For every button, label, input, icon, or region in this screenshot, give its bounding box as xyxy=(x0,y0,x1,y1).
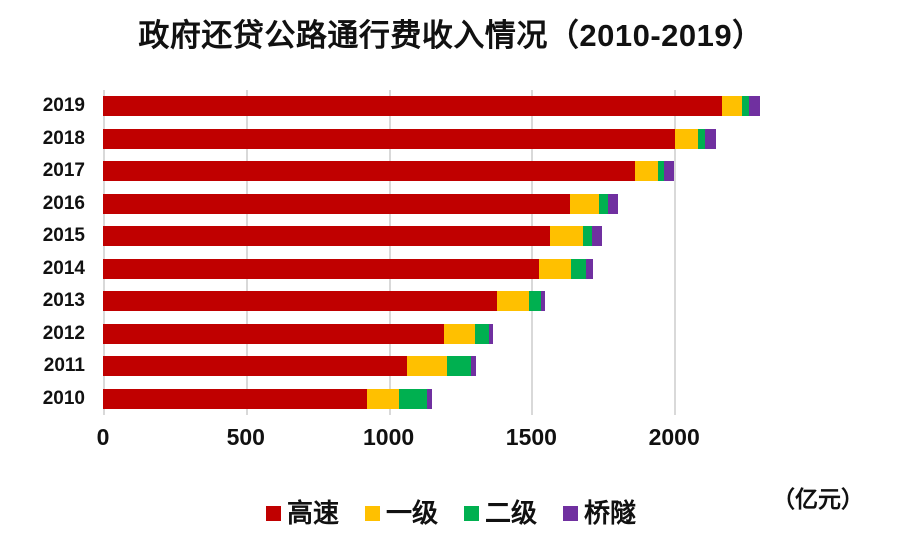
bar-segment-桥隧-2012[interactable] xyxy=(489,323,493,344)
bar-stack-2015[interactable] xyxy=(103,226,602,246)
bar-segment-一级-2010[interactable] xyxy=(366,388,400,409)
bar-row xyxy=(103,318,777,351)
bar-segment-二级-2019[interactable] xyxy=(742,96,749,116)
bar-segment-一级-2014[interactable] xyxy=(539,258,572,279)
bar-segment-桥隧-2017[interactable] xyxy=(663,161,674,181)
legend-label: 桥隧 xyxy=(584,498,637,528)
unit-annotation: （亿元） xyxy=(772,486,864,512)
bar-stack-2013[interactable] xyxy=(103,291,545,311)
legend-item-高速[interactable]: 高速 xyxy=(265,498,339,528)
bar-row xyxy=(103,285,777,318)
legend-item-二级[interactable]: 二级 xyxy=(464,500,537,526)
bar-segment-高速-2011[interactable] xyxy=(103,356,408,376)
bar-row xyxy=(103,350,777,383)
bar-segment-高速-2012[interactable] xyxy=(103,323,445,344)
bar-segment-桥隧-2018[interactable] xyxy=(705,128,716,149)
bar-segment-二级-2011[interactable] xyxy=(447,356,471,376)
bar-segment-桥隧-2010[interactable] xyxy=(426,388,432,409)
bar-stack-2011[interactable] xyxy=(103,356,477,376)
legend-swatch-icon-高速 xyxy=(265,505,281,521)
legend-item-桥隧[interactable]: 桥隧 xyxy=(563,500,636,526)
bar-segment-二级-2010[interactable] xyxy=(399,388,427,409)
legend-item-一级[interactable]: 一级 xyxy=(364,498,438,528)
y-axis-label-2012: 2012 xyxy=(42,322,85,344)
bar-row xyxy=(103,155,777,188)
bar-stack-2018[interactable] xyxy=(103,128,716,149)
bar-segment-一级-2017[interactable] xyxy=(635,161,659,181)
bar-stack-2016[interactable] xyxy=(103,193,619,214)
legend-label: 高速 xyxy=(286,498,339,528)
bar-row xyxy=(103,90,777,123)
bar-segment-高速-2015[interactable] xyxy=(103,226,550,246)
x-axis-label-0: 0 xyxy=(96,424,110,450)
bar-segment-桥隧-2014[interactable] xyxy=(585,258,594,279)
bar-row xyxy=(103,220,777,253)
chart-title: 政府还贷公路通行费收入情况（2010-2019） xyxy=(138,18,764,53)
bar-segment-桥隧-2013[interactable] xyxy=(541,291,545,311)
bar-segment-桥隧-2015[interactable] xyxy=(591,226,602,246)
bar-segment-二级-2013[interactable] xyxy=(529,291,542,311)
bar-segment-高速-2018[interactable] xyxy=(103,128,675,149)
bar-segment-桥隧-2019[interactable] xyxy=(748,96,760,116)
x-axis-label-500: 500 xyxy=(226,424,265,450)
x-axis-label-1500: 1500 xyxy=(505,424,557,450)
bar-segment-高速-2019[interactable] xyxy=(103,96,723,116)
bars-layer xyxy=(103,90,777,415)
bar-stack-2014[interactable] xyxy=(103,258,594,279)
y-axis-label-2019: 2019 xyxy=(42,95,85,116)
bar-segment-高速-2017[interactable] xyxy=(103,161,636,181)
bar-row xyxy=(103,123,777,156)
bar-segment-一级-2018[interactable] xyxy=(674,128,699,149)
bar-segment-桥隧-2011[interactable] xyxy=(470,356,477,376)
bar-segment-一级-2019[interactable] xyxy=(722,96,743,116)
y-axis-label-2013: 2013 xyxy=(42,290,85,311)
bar-stack-2017[interactable] xyxy=(103,161,674,181)
plot-area xyxy=(103,90,777,415)
bar-segment-一级-2011[interactable] xyxy=(407,356,448,376)
legend-swatch-icon-二级 xyxy=(464,505,479,521)
y-axis-label-2018: 2018 xyxy=(42,127,85,149)
legend-label: 二级 xyxy=(485,498,538,528)
bar-segment-桥隧-2016[interactable] xyxy=(608,193,619,214)
x-axis-value-labels: 0 500 1000 1500 2000 xyxy=(0,424,902,458)
bar-segment-二级-2014[interactable] xyxy=(571,258,586,279)
y-axis-label-2010: 2010 xyxy=(42,387,85,409)
bar-row xyxy=(103,253,777,286)
bar-segment-高速-2016[interactable] xyxy=(103,193,570,214)
bar-segment-高速-2014[interactable] xyxy=(103,258,540,279)
bar-segment-一级-2016[interactable] xyxy=(569,193,600,214)
y-axis-category-labels: 2019 2018 2017 2016 2015 2014 2013 2012 2011 2010 xyxy=(0,90,95,415)
chart-legend: 高速 一级 二级 桥隧 xyxy=(0,500,902,526)
legend-label: 一级 xyxy=(385,498,438,528)
y-axis-label-2017: 2017 xyxy=(42,160,85,181)
y-axis-label-2011: 2011 xyxy=(43,355,85,376)
bar-segment-一级-2015[interactable] xyxy=(549,226,583,246)
bar-segment-一级-2012[interactable] xyxy=(444,323,475,344)
bar-row xyxy=(103,383,777,416)
x-axis-label-1000: 1000 xyxy=(362,424,415,450)
bar-stack-2019[interactable] xyxy=(103,96,760,116)
bar-segment-高速-2010[interactable] xyxy=(103,388,367,409)
bar-segment-二级-2015[interactable] xyxy=(582,226,592,246)
bar-segment-二级-2012[interactable] xyxy=(474,323,490,344)
x-axis-label-2000: 2000 xyxy=(648,424,700,450)
bar-segment-高速-2013[interactable] xyxy=(103,291,498,311)
legend-swatch-icon-桥隧 xyxy=(563,505,579,521)
bar-segment-二级-2017[interactable] xyxy=(658,161,664,181)
legend-swatch-icon-一级 xyxy=(364,505,380,521)
y-axis-label-2014: 2014 xyxy=(42,257,85,279)
bar-stack-2010[interactable] xyxy=(103,388,432,409)
bar-row xyxy=(103,188,777,221)
bar-segment-一级-2013[interactable] xyxy=(497,291,530,311)
bar-stack-2012[interactable] xyxy=(103,323,493,344)
y-axis-label-2015: 2015 xyxy=(42,225,85,246)
bar-segment-二级-2018[interactable] xyxy=(698,128,706,149)
bar-segment-二级-2016[interactable] xyxy=(599,193,609,214)
y-axis-label-2016: 2016 xyxy=(42,192,85,214)
